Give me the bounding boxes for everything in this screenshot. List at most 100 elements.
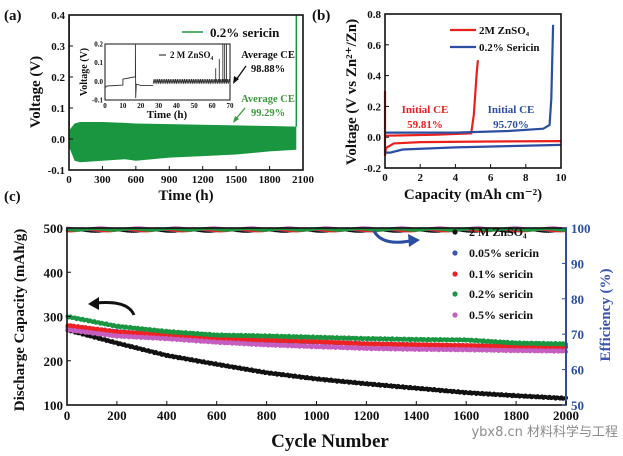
x-tick-label: 1200 [192, 174, 215, 186]
y-tick-label: 100 [44, 398, 64, 413]
inset-y-tick-label: 0.0 [94, 78, 103, 86]
y2-tick-label: 100 [571, 221, 591, 236]
y2-tick-label: 90 [571, 256, 584, 271]
legend-label: 0.2% Sericin [479, 42, 540, 54]
y2-tick-label: 80 [571, 292, 584, 307]
legend-marker [452, 250, 458, 256]
stripping-curve [384, 60, 479, 137]
x-tick-label: 400 [157, 408, 177, 423]
annotation-label: Average CE [241, 94, 295, 105]
y-tick-label: 0.3 [51, 41, 65, 53]
x-tick-label: 0 [66, 174, 72, 186]
x-tick-label: 900 [161, 174, 178, 186]
y-tick-label: 0.2 [367, 101, 381, 113]
initial-ce-value: 95.70% [493, 119, 529, 131]
legend-label: 0.5% sericin [469, 308, 533, 322]
x-tick-label: 10 [556, 172, 568, 184]
inset-x-tick-label: 0 [103, 102, 107, 110]
legend-label: 2 M ZnSO₄ [469, 225, 527, 239]
inset-y-tick-label: 0.1 [94, 59, 103, 67]
inset-frame [104, 43, 231, 101]
legend-marker [452, 291, 458, 297]
x-tick-label: 600 [207, 408, 227, 423]
x-tick-label: 2000 [553, 408, 579, 423]
y2-tick-label: 60 [571, 363, 584, 378]
x-tick-label: 200 [107, 408, 127, 423]
initial-ce-value: 59.81% [407, 119, 443, 131]
x-tick-label: 600 [128, 174, 145, 186]
initial-ce-label: Initial CE [402, 104, 449, 116]
inset-x-tick-label: 40 [173, 102, 181, 110]
inset-annotation-label: Average CE [241, 50, 295, 61]
arrow-head [233, 116, 239, 123]
y-tick-label: 200 [44, 354, 64, 369]
inset-legend-label: 2 M ZnSO₄ [170, 50, 214, 60]
y-tick-label: 0.4 [367, 71, 381, 83]
x-tick-label: 1400 [403, 408, 429, 423]
arrow-head [88, 297, 99, 310]
watermark: ybx8.cn 材料科学与工程 [471, 424, 618, 440]
panel-label: (c) [4, 189, 21, 205]
x-tick-label: 4 [453, 172, 459, 184]
y-axis-label: Voltage (V) [28, 56, 44, 128]
series-3 [65, 227, 569, 347]
y-tick-label: 0.0 [51, 134, 65, 146]
annotation-value: 99.29% [251, 108, 285, 119]
x-tick-label: 1200 [353, 408, 379, 423]
inset-x-tick-label: 70 [227, 102, 235, 110]
y-tick-label: -0.1 [48, 165, 65, 177]
arrow-head [233, 76, 239, 84]
voltage-envelope [69, 122, 297, 163]
series-0 [65, 228, 569, 401]
x-tick-label: 1800 [259, 174, 282, 186]
x-tick-label: 0 [382, 172, 388, 184]
legend-label: 2M ZnSO₄ [479, 25, 530, 37]
right-axis-arrow [372, 230, 411, 244]
plot-frame [384, 13, 562, 169]
inset-x-tick-label: 30 [155, 102, 163, 110]
panel-label: (b) [312, 8, 330, 24]
x-axis-label: Capacity (mAh cm⁻²) [404, 187, 542, 203]
x-tick-label: 1600 [453, 408, 479, 423]
inset-annotation-value: 98.88% [251, 64, 285, 75]
inset-annotation-arrow [235, 65, 247, 81]
x-tick-label: 8 [523, 172, 529, 184]
legend-label: 0.05% sericin [469, 246, 539, 260]
y-tick-label: 0.2 [51, 72, 65, 84]
y2-tick-label: 50 [571, 398, 584, 413]
y-tick-label: 0.4 [51, 10, 65, 22]
x-axis-label: Cycle Number [271, 431, 389, 452]
plot-frame [68, 14, 304, 171]
y-tick-label: 0.0 [367, 132, 381, 144]
y-tick-label: 0.8 [367, 9, 381, 21]
y-axis-label: Voltage (V vs Zn²⁺/Zn) [344, 19, 360, 165]
x-tick-label: 2 [417, 172, 423, 184]
y-axis-label: Discharge Capacity (mAh/g) [12, 229, 28, 411]
initial-ce-label: Initial CE [488, 104, 535, 116]
x-tick-label: 1000 [304, 408, 330, 423]
left-axis-arrow [95, 301, 136, 316]
inset-y-axis-label: Voltage (V) [79, 48, 90, 96]
y-tick-label: 0.6 [367, 40, 381, 52]
legend-label: 0.2% sericin [469, 287, 533, 301]
stripping-curve [385, 24, 555, 134]
panel-label: (a) [4, 8, 22, 24]
x-tick-label: 2100 [292, 174, 315, 186]
y-tick-label: -0.2 [364, 163, 382, 175]
legend-label: 0.2% sericin [210, 25, 280, 40]
legend-marker [452, 312, 458, 318]
inset-x-tick-label: 10 [119, 102, 127, 110]
y2-tick-label: 70 [571, 327, 584, 342]
x-tick-label: 300 [94, 174, 111, 186]
y2-axis-label: Efficiency (%) [598, 269, 614, 362]
inset-x-axis-label: Time (h) [147, 109, 188, 121]
inset-chart: 0 10 20 30 40 50 60 70 -0.1 0.0 0.1 0.2 Time (h) Volt… [79, 41, 234, 122]
inset-y-tick-label: 0.2 [94, 41, 103, 49]
legend-marker [452, 229, 458, 235]
x-axis-label: Time (h) [158, 188, 213, 204]
x-tick-label: 0 [64, 408, 71, 423]
arrow-head [408, 234, 420, 247]
x-tick-label: 800 [257, 408, 277, 423]
plating-curve [385, 143, 562, 154]
y-tick-label: 400 [44, 265, 64, 280]
